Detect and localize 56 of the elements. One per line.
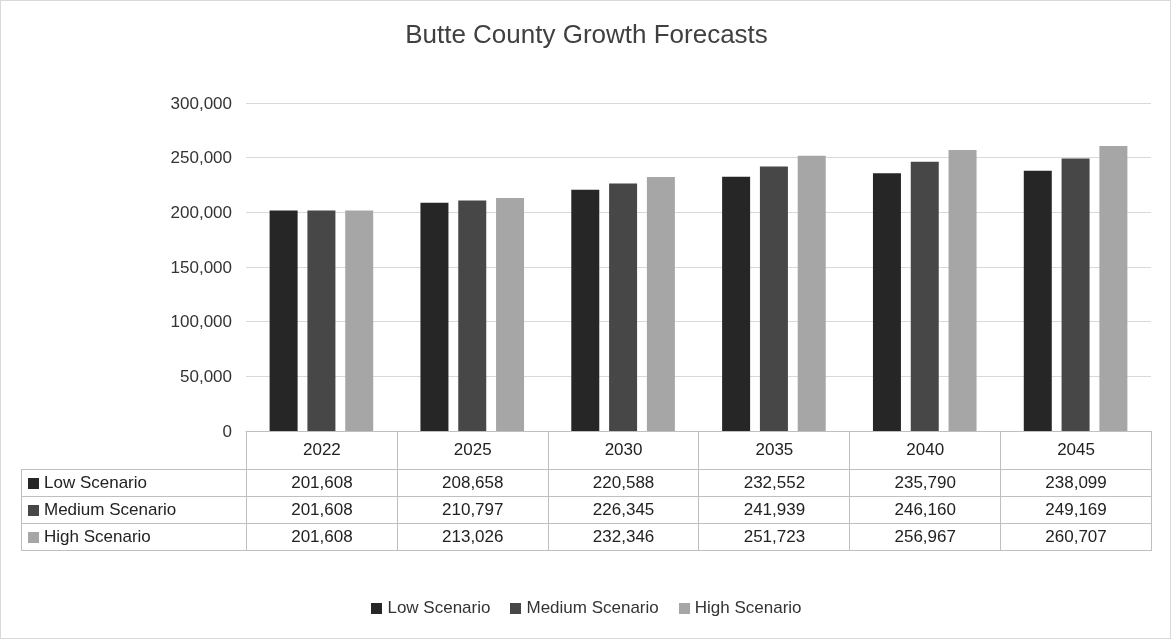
y-tick-label: 300,000 bbox=[170, 93, 232, 113]
bar bbox=[269, 210, 298, 431]
data-label: 241,939 bbox=[698, 496, 850, 524]
y-tick-label: 250,000 bbox=[170, 148, 232, 168]
legend-label: Low Scenario bbox=[21, 469, 247, 497]
bar bbox=[458, 200, 487, 431]
y-tick-label: 200,000 bbox=[170, 202, 232, 222]
y-tick-label: 100,000 bbox=[170, 312, 232, 332]
data-label: 201,608 bbox=[246, 523, 398, 551]
bar bbox=[1099, 145, 1128, 431]
data-label: 210,797 bbox=[397, 496, 549, 524]
bar bbox=[420, 202, 449, 431]
x-tick-label: 2040 bbox=[849, 431, 1001, 470]
text: Low Scenario bbox=[387, 598, 491, 617]
bar bbox=[1023, 170, 1052, 431]
bar bbox=[1061, 158, 1090, 431]
data-label: 213,026 bbox=[397, 523, 549, 551]
bar bbox=[948, 150, 977, 431]
bar bbox=[646, 176, 675, 431]
data-label: 220,588 bbox=[548, 469, 699, 497]
bar bbox=[609, 183, 638, 431]
x-tick-label: 2030 bbox=[548, 431, 699, 470]
x-tick-label: 2045 bbox=[1000, 431, 1152, 470]
data-label: 251,723 bbox=[698, 523, 850, 551]
y-tick-label: 50,000 bbox=[180, 366, 232, 386]
data-label: 235,790 bbox=[849, 469, 1001, 497]
bar bbox=[910, 161, 939, 431]
bar bbox=[496, 198, 525, 431]
data-label: 201,608 bbox=[246, 469, 398, 497]
data-label: 201,608 bbox=[246, 496, 398, 524]
y-tick-label: 0 bbox=[222, 421, 232, 441]
legend-label: Medium Scenario bbox=[21, 496, 247, 524]
data-label: 232,346 bbox=[548, 523, 699, 551]
legend-label: High Scenario bbox=[693, 598, 802, 617]
data-label: 246,160 bbox=[849, 496, 1001, 524]
data-label: 232,552 bbox=[698, 469, 850, 497]
data-label: 226,345 bbox=[548, 496, 699, 524]
bar bbox=[345, 210, 374, 431]
data-label: 249,169 bbox=[1000, 496, 1152, 524]
bar bbox=[759, 166, 788, 431]
bar bbox=[797, 155, 826, 431]
x-tick-label: 2025 bbox=[397, 431, 549, 470]
chart-title: Butte County Growth Forecasts bbox=[405, 19, 768, 49]
bar bbox=[307, 210, 336, 431]
x-tick-label: 2022 bbox=[246, 431, 398, 470]
data-label: 208,658 bbox=[397, 469, 549, 497]
x-tick-label: 2035 bbox=[698, 431, 850, 470]
bar bbox=[722, 176, 751, 431]
data-label: 256,967 bbox=[849, 523, 1001, 551]
bar bbox=[571, 189, 600, 431]
data-label: 260,707 bbox=[1000, 523, 1152, 551]
text: High Scenario bbox=[44, 527, 151, 546]
data-label: 238,099 bbox=[1000, 469, 1152, 497]
bar bbox=[872, 173, 901, 431]
text: Medium Scenario bbox=[526, 598, 659, 617]
y-tick-label: 150,000 bbox=[170, 257, 232, 277]
